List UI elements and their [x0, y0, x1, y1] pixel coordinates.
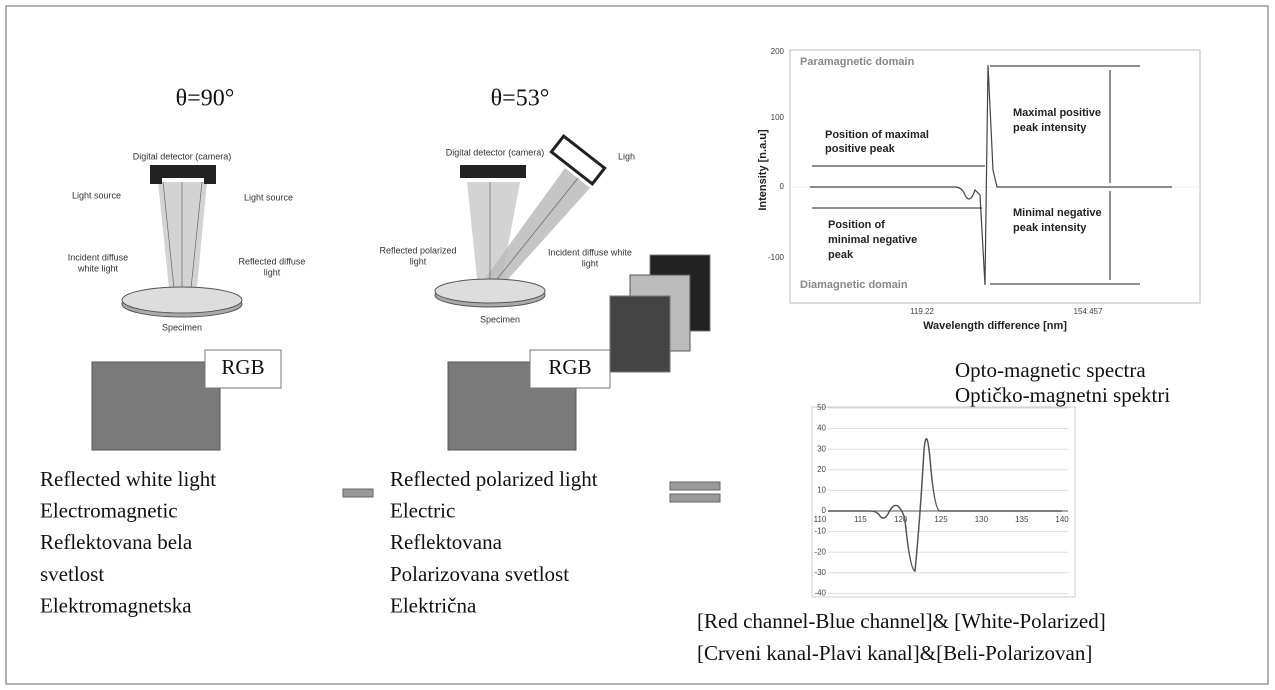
label: light [410, 256, 427, 266]
y-tick-label: -10 [814, 527, 826, 536]
rgb-box [529, 349, 611, 389]
annotation: positive peak [825, 143, 896, 155]
y-tick-label: 10 [817, 486, 826, 495]
label: white light [77, 263, 119, 273]
rgb-label: RGB [221, 355, 264, 379]
panel-title: θ=90° [176, 86, 235, 112]
y-tick-label: 100 [771, 113, 785, 122]
channel-square [609, 295, 671, 373]
label: Light source [244, 192, 293, 202]
label: Reflected diffuse [239, 256, 306, 266]
caption-line: Electric [390, 499, 455, 523]
left-illustration [121, 165, 243, 318]
x-tick-label: 115 [854, 515, 867, 524]
label: Digital detector (camera) [446, 147, 545, 157]
annotation: peak intensity [1013, 122, 1087, 134]
annotation: peak intensity [1013, 222, 1087, 234]
axis-title: Wavelength difference [nm] [923, 320, 1067, 332]
y-tick-label: -100 [768, 253, 785, 262]
y-tick-label: 20 [817, 465, 826, 474]
y-tick-label: 200 [771, 47, 785, 56]
domain-label: Paramagnetic domain [800, 56, 915, 68]
annotation: Position of maximal [825, 129, 929, 141]
image-square [91, 361, 221, 451]
annotation-lines [812, 65, 1140, 285]
annotation: Maximal positive [1013, 107, 1101, 119]
y-tick-label: 40 [817, 424, 826, 433]
rgb-box [204, 349, 282, 389]
caption-line: Electromagnetic [40, 499, 178, 523]
operator-sign [342, 488, 374, 498]
caption-line: svetlost [40, 562, 104, 586]
domain-label: Diamagnetic domain [800, 279, 908, 291]
x-tick-label: 140 [1055, 515, 1069, 524]
y-tick-label: -20 [814, 547, 826, 556]
label: light [264, 267, 281, 277]
x-tick-label: 154.457 [1074, 307, 1103, 316]
caption-line: Opto-magnetic spectra [955, 358, 1146, 382]
spectrum-curve [810, 64, 1172, 286]
caption-line: Reflected polarized light [390, 467, 598, 491]
y-tick-label: 50 [817, 403, 826, 412]
operator-sign [669, 481, 721, 491]
annotation: minimal negative [828, 234, 917, 246]
caption-line: [Red channel-Blue channel]& [White-Polar… [697, 609, 1106, 633]
label: Ligh [618, 151, 635, 161]
annotation: Position of [828, 219, 885, 231]
axis-title: Intensity [n.a.u] [757, 129, 769, 211]
rgb-label: RGB [548, 355, 591, 379]
operator-sign [669, 493, 721, 503]
caption-line: Elektromagnetska [40, 594, 192, 618]
caption-line: Električna [390, 594, 477, 618]
y-tick-label: 30 [817, 444, 826, 453]
caption-line: Polarizovana svetlost [390, 562, 569, 586]
difference-frame [811, 406, 1076, 598]
label: Incident diffuse white [548, 247, 632, 257]
label: Incident diffuse [68, 252, 128, 262]
label: Digital detector (camera) [133, 151, 232, 161]
x-tick-label: 125 [934, 515, 948, 524]
x-tick-label: 120 [894, 515, 908, 524]
x-tick-label: 135 [1015, 515, 1029, 524]
y-tick-label: -40 [814, 589, 826, 598]
x-tick-label: 110 [814, 515, 827, 524]
panel-title: θ=53° [491, 86, 550, 112]
y-tick-label: 0 [822, 506, 827, 515]
annotation: peak [828, 249, 854, 261]
caption-line: Reflected white light [40, 467, 216, 491]
annotation: Minimal negative [1013, 207, 1102, 219]
x-tick-label: 119.22 [910, 307, 934, 316]
label: Light source [72, 190, 121, 200]
caption-line: Optičko-magnetni spektri [955, 383, 1170, 407]
caption-line: Reflektovana [390, 530, 503, 554]
caption-line: [Crveni kanal-Plavi kanal]&[Beli-Polariz… [697, 641, 1092, 665]
label: Specimen [162, 322, 202, 332]
label: Specimen [480, 314, 520, 324]
x-tick-label: 130 [975, 515, 989, 524]
caption-line: Reflektovana bela [40, 530, 193, 554]
label: light [582, 258, 599, 268]
y-tick-label: 0 [780, 182, 785, 191]
middle-illustration [434, 134, 607, 308]
label: Reflected polarized [379, 245, 456, 255]
y-tick-label: -30 [814, 568, 826, 577]
difference-curve [828, 438, 1062, 572]
